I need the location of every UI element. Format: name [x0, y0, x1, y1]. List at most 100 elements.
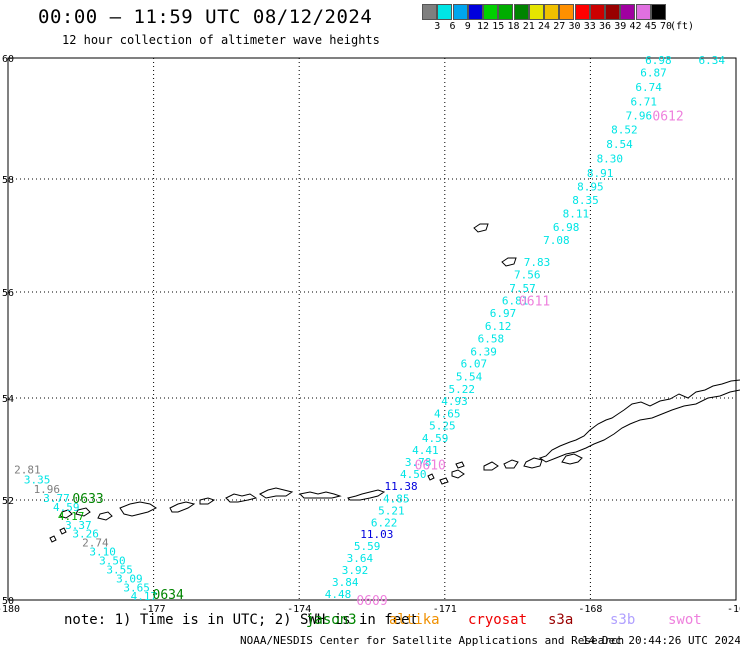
- four-mountains-islands-coast: [427, 461, 465, 485]
- pass-time-label: 0610: [415, 458, 446, 473]
- wave-height-value: 6.81: [502, 294, 529, 307]
- wave-height-value: 6.22: [371, 517, 398, 530]
- wave-height-value: 8.52: [611, 123, 638, 136]
- wave-height-value: 3.09: [116, 573, 143, 586]
- colorbar-label: 18: [507, 21, 520, 32]
- mission-label: swot: [668, 612, 702, 628]
- colorbar-label: 3: [434, 21, 441, 32]
- lon-tick-label: -180: [0, 604, 20, 612]
- wave-height-value: 4.48: [325, 588, 352, 601]
- colorbar-label: 42: [629, 21, 642, 32]
- colorbar-swatch: [483, 4, 498, 20]
- wave-height-value: 6.39: [470, 345, 497, 358]
- wave-height-value: 5.59: [354, 540, 381, 553]
- footer-credit: NOAA/NESDIS Center for Satellite Applica…: [240, 634, 625, 647]
- colorbar-label: 70: [659, 21, 673, 32]
- wave-height-value: 5.25: [429, 420, 456, 433]
- pass-time-label: 0609: [356, 594, 387, 609]
- footer-timestamp: 14 Dec 20:44:26 UTC 2024: [582, 634, 740, 647]
- lat-tick-label: 54: [2, 394, 14, 405]
- wave-height-value: 8.30: [597, 152, 624, 165]
- axis-tick-labels: -180 -177 -174 -171 -168 -16 60 58 56 54 52 50: [0, 54, 740, 612]
- colorbar-label: 15: [492, 21, 505, 32]
- lat-tick-label: 60: [2, 54, 14, 65]
- wave-height-value: 3.92: [342, 564, 369, 577]
- wave-height-value: 11.38: [385, 480, 418, 493]
- lon-tick-label: -177: [142, 604, 166, 612]
- lat-tick-label: 50: [2, 596, 14, 607]
- mission-label: jason3: [306, 612, 357, 628]
- pribilof-islands-coast: [473, 223, 517, 267]
- wave-height-value: 7.56: [514, 268, 541, 281]
- fox-islands-coast: [483, 453, 583, 471]
- colorbar-swatch: [422, 4, 437, 20]
- wave-height-value: 3.65: [123, 582, 150, 595]
- wave-height-value: 6.98: [645, 54, 672, 67]
- wave-height-value: 11.03: [360, 528, 393, 541]
- coastline: [49, 223, 740, 543]
- wave-height-value: 4.17: [131, 590, 158, 603]
- wave-height-value: 4.50: [400, 468, 427, 481]
- colorbar-label: 45: [644, 21, 657, 32]
- mission-label: s3a: [548, 612, 574, 628]
- wave-height-value: 7.57: [509, 282, 536, 295]
- wave-height-value: 3.35: [24, 474, 51, 487]
- wave-height-value: 4.65: [434, 407, 461, 420]
- pass-time-label: 0611: [519, 294, 550, 309]
- wave-height-value: 3.55: [106, 564, 133, 577]
- wave-height-value: 4.85: [383, 492, 410, 505]
- wave-height-value: 6.58: [478, 333, 505, 346]
- colorbar-swatch: [498, 4, 514, 20]
- wave-height-value: 6.07: [461, 358, 488, 371]
- map-subtitle: 12 hour collection of altimeter wave hei…: [62, 33, 380, 47]
- colorbar-swatch: [605, 4, 620, 20]
- lon-tick-label: -16: [727, 604, 740, 612]
- colorbar-label: 24: [537, 21, 551, 32]
- wave-height-value: 8.54: [606, 138, 633, 151]
- colorbar-swatch: [635, 4, 651, 20]
- colorbar-label: 9: [464, 21, 471, 32]
- wave-height-value: 8.11: [563, 207, 590, 220]
- lon-tick-label: -174: [287, 604, 311, 612]
- wave-height-value: 6.34: [698, 54, 725, 67]
- pass-time-label: 0633: [72, 492, 103, 507]
- wave-height-value: 7.83: [524, 256, 551, 269]
- lat-tick-label: 52: [2, 496, 14, 507]
- wave-height-value: 7.08: [543, 234, 570, 247]
- wave-height-value: 3.10: [89, 546, 116, 559]
- wave-height-value: 8.91: [587, 167, 614, 180]
- colorbar-swatch: [650, 4, 666, 20]
- wave-height-value: 4.59: [422, 432, 449, 445]
- wave-height-value: 3.26: [72, 528, 99, 541]
- wave-height-value: 4.59: [53, 501, 80, 514]
- lat-lon-grid: [7, 57, 737, 601]
- wave-height-value: 8.95: [577, 180, 604, 193]
- wave-height-value: 3.50: [99, 555, 126, 568]
- wave-height-value: 7.96: [626, 109, 653, 122]
- colorbar-swatch: [528, 4, 544, 20]
- wave-height-value: 4.41: [412, 444, 439, 457]
- western-aleutians-coast: [49, 501, 157, 543]
- lon-tick-label: -168: [578, 604, 602, 612]
- wave-height-value: 4.17: [58, 510, 85, 523]
- lon-tick-label: -171: [433, 604, 457, 612]
- wave-height-map: -180 -177 -174 -171 -168 -16 60 58 56 54 52 50 6.34…: [0, 54, 740, 612]
- colorbar-label: 21: [522, 21, 535, 32]
- wave-height-labels: 6.346.986.876.746.717.968.528.548.308.91…: [14, 54, 725, 609]
- colorbar-swatch: [437, 4, 453, 20]
- wave-height-value: 8.35: [572, 194, 599, 207]
- wave-height-value: 6.74: [635, 81, 662, 94]
- wave-height-value: 2.74: [82, 537, 109, 550]
- wave-height-value: 3.78: [405, 456, 432, 469]
- colorbar-unit: (ft): [670, 21, 695, 32]
- colorbar-swatch: [452, 4, 468, 20]
- wave-height-value: 5.22: [449, 383, 476, 396]
- lat-tick-label: 58: [2, 175, 14, 186]
- colorbar-swatch: [559, 4, 575, 20]
- colorbar-label: 27: [553, 21, 566, 32]
- mission-label: altika: [389, 612, 440, 628]
- wave-height-value: 5.21: [378, 505, 405, 518]
- colorbar-label: 36: [598, 21, 612, 32]
- wave-height-value: 5.54: [456, 370, 483, 383]
- wave-height-value: 6.97: [490, 307, 517, 320]
